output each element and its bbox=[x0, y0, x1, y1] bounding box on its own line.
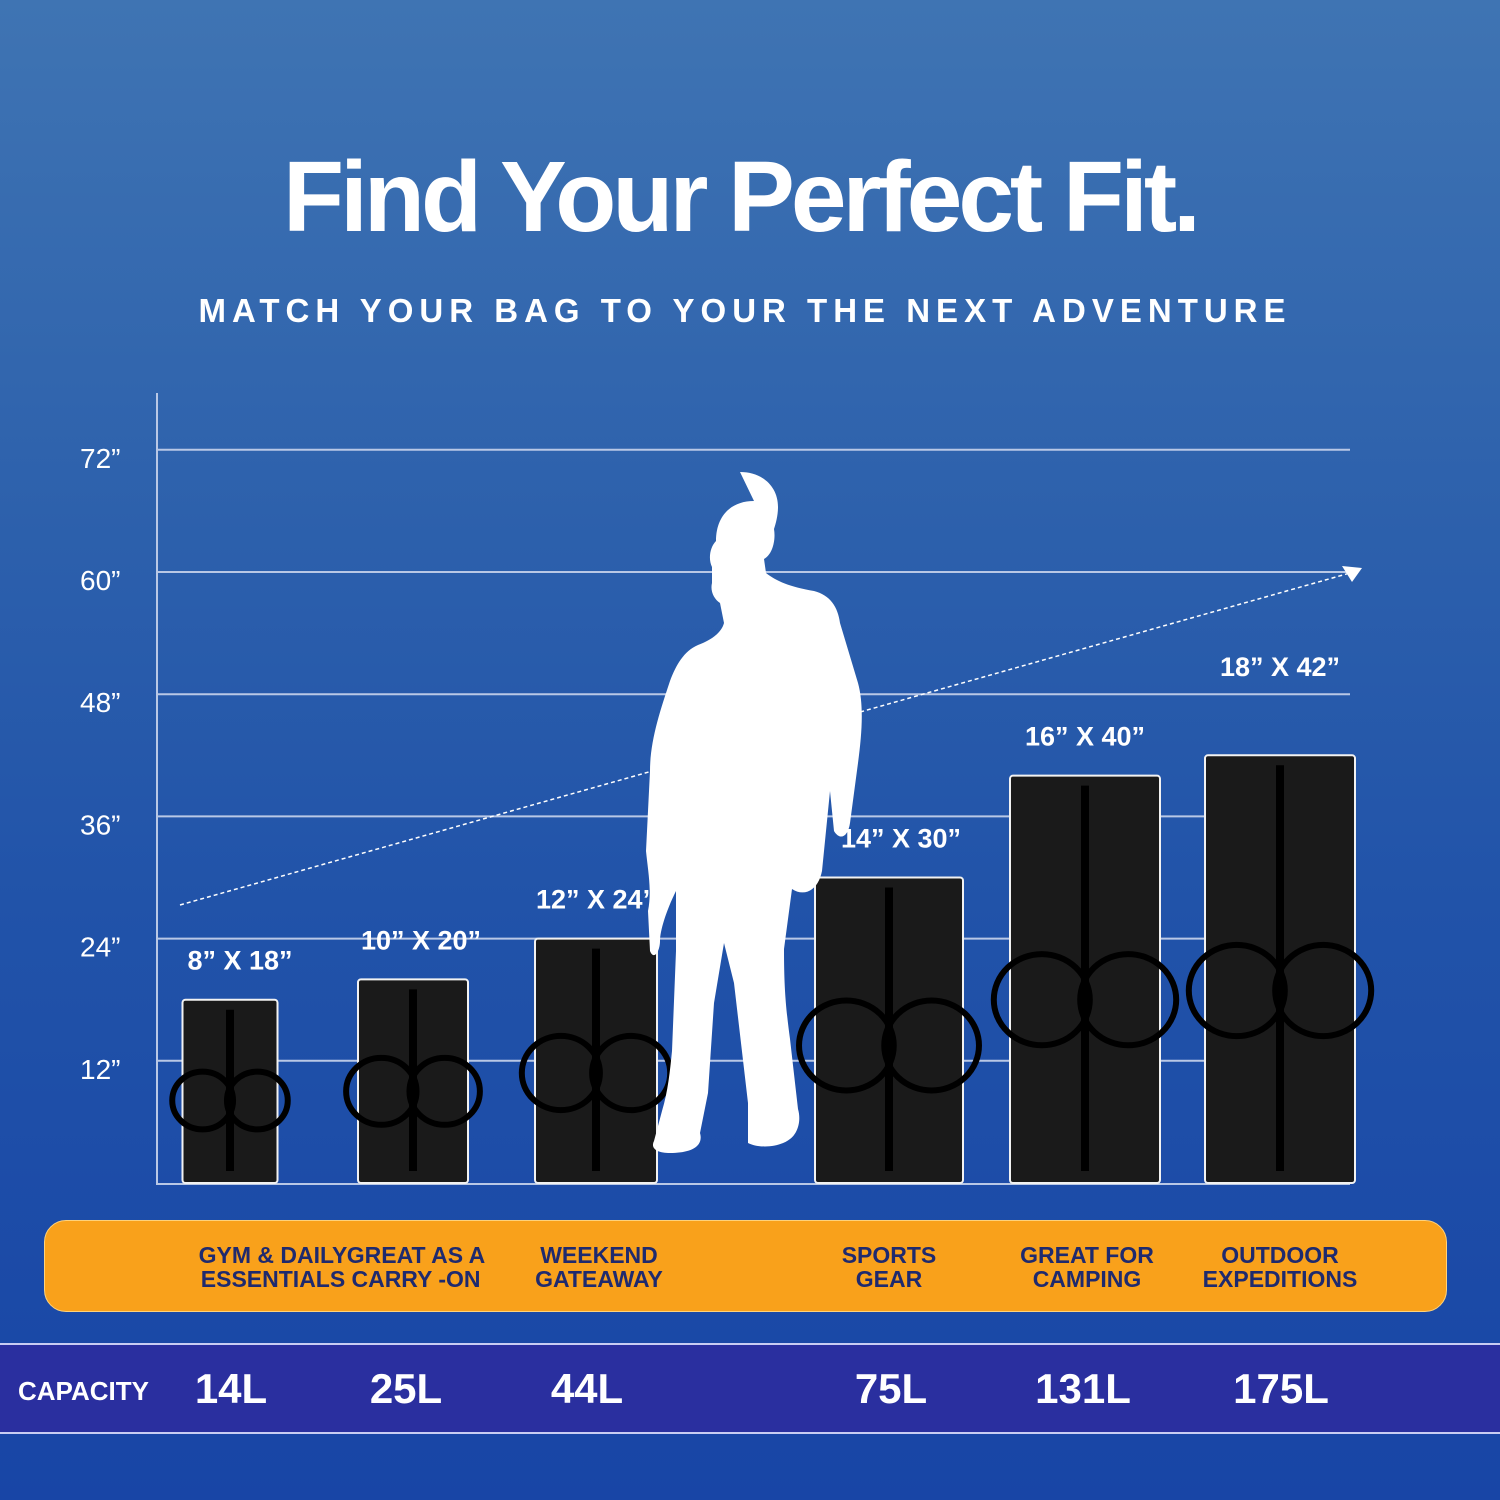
bag-dimension-label: 14” X 30” bbox=[841, 824, 961, 854]
bag-dimension-label: 8” X 18” bbox=[187, 946, 292, 976]
y-tick-label: 36” bbox=[80, 809, 120, 840]
y-tick-label: 24” bbox=[80, 932, 120, 963]
bag-dimension-label: 12” X 24” bbox=[536, 885, 656, 915]
capacity-value: 25L bbox=[369, 1365, 443, 1412]
use-case-band: GYM & DAILY ESSENTIALS GREAT AS A CARRY … bbox=[44, 1220, 1447, 1312]
size-chart: 12” 24” 36” 48” 60” 72” 8” X 18” 10” X 20” 12” … bbox=[80, 393, 1375, 1185]
bag-dimension-label: 18” X 42” bbox=[1220, 652, 1340, 682]
bag-handle bbox=[990, 951, 1093, 1049]
bag-handle bbox=[223, 1068, 291, 1133]
bag-dimension-label: 10” X 20” bbox=[361, 925, 481, 955]
capacity-value: 44L bbox=[550, 1365, 624, 1412]
use-label: SPORTS GEAR bbox=[841, 1242, 937, 1292]
y-tick-label: 48” bbox=[80, 687, 120, 718]
bag-handle bbox=[406, 1054, 483, 1128]
use-label: GYM & DAILY ESSENTIALS bbox=[198, 1242, 348, 1292]
bag-handle bbox=[1272, 941, 1375, 1040]
capacity-bar: CAPACITY 14L 25L 44L 75L 131L 175L bbox=[0, 1343, 1500, 1434]
man-silhouette-icon bbox=[646, 472, 862, 1153]
capacity-value: 14L bbox=[194, 1365, 268, 1412]
bag-handle bbox=[796, 997, 897, 1094]
bag-handle bbox=[518, 1032, 603, 1114]
y-tick-label: 12” bbox=[80, 1054, 120, 1085]
capacity-label: CAPACITY bbox=[18, 1376, 149, 1406]
y-tick-label: 72” bbox=[80, 443, 120, 474]
y-tick-label: 60” bbox=[80, 565, 120, 596]
bag-handle bbox=[881, 997, 982, 1094]
use-label: GREAT AS A CARRY -ON bbox=[346, 1242, 486, 1292]
bag-handle bbox=[1077, 951, 1180, 1049]
page-subtitle: MATCH YOUR BAG TO YOUR THE NEXT ADVENTUR… bbox=[198, 292, 1292, 329]
bag-dimension-label: 16” X 40” bbox=[1025, 722, 1145, 752]
arrow-head-icon bbox=[1342, 566, 1362, 582]
bag-handle bbox=[1185, 941, 1288, 1040]
capacity-value: 75L bbox=[854, 1365, 928, 1412]
capacity-value: 131L bbox=[1035, 1365, 1131, 1412]
bag-handle bbox=[169, 1068, 237, 1133]
use-label: GREAT FOR CAMPING bbox=[1020, 1242, 1154, 1292]
capacity-value: 175L bbox=[1233, 1365, 1329, 1412]
use-label: WEEKEND GATEAWAY bbox=[535, 1242, 663, 1292]
use-label: OUTDOOR EXPEDITIONS bbox=[1202, 1242, 1358, 1292]
bag-handle bbox=[343, 1054, 420, 1128]
page-title: Find Your Perfect Fit. bbox=[283, 141, 1201, 253]
